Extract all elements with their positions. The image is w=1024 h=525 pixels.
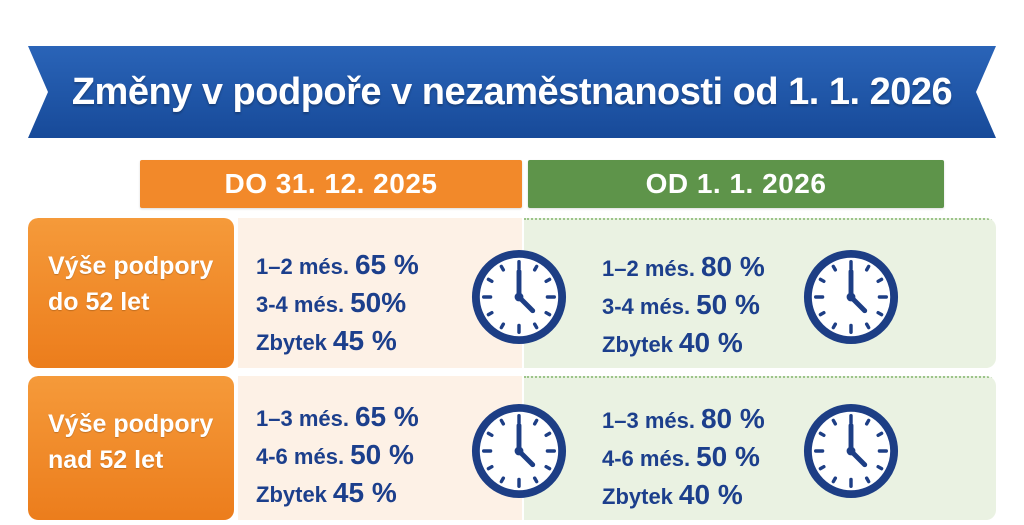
rate-item: 1–3 més. 65 % — [256, 398, 419, 436]
rate-period: 1–3 més. — [602, 408, 695, 433]
page-title: Změny v podpoře v nezaměstnanosti od 1. … — [71, 70, 953, 113]
rate-value: 45 % — [332, 477, 397, 508]
row-label-line: do 52 let — [48, 288, 150, 316]
rate-item: Zbytek 40 % — [602, 324, 765, 362]
rate-period: Zbytek — [256, 330, 327, 355]
rate-value: 50 % — [696, 441, 760, 472]
row-label-line: Výše podpory — [48, 252, 214, 280]
rate-item: 3-4 més. 50 % — [602, 286, 765, 324]
title-banner: Změny v podpoře v nezaměstnanosti od 1. … — [28, 46, 996, 138]
rate-list: 1–2 més. 80 % 3-4 més. 50 % Zbytek 40 % — [602, 248, 765, 362]
rate-list: 1–2 més. 65 % 3-4 més. 50% Zbytek 45 % — [256, 246, 419, 360]
rate-item: 1–3 més. 80 % — [602, 400, 765, 438]
rate-item: 3-4 més. 50% — [256, 284, 419, 322]
row-under-52: Výše podpory do 52 let 1–2 més. 65 % 3-4 … — [28, 218, 996, 368]
rate-value: 40 % — [678, 479, 743, 510]
rate-list: 1–3 més. 65 % 4-6 més. 50 % Zbytek 45 % — [256, 398, 419, 512]
ribbon-shape — [28, 46, 996, 138]
rate-value: 65 % — [354, 249, 419, 280]
rate-period: Zbytek — [602, 484, 673, 509]
column-header-old: DO 31. 12. 2025 — [140, 160, 522, 208]
rate-value: 50% — [350, 287, 407, 318]
rate-period: 4-6 més. — [256, 444, 345, 469]
rate-period: 3-4 més. — [256, 292, 345, 317]
rate-value: 80 % — [700, 251, 765, 282]
rate-period: 4-6 més. — [602, 446, 691, 471]
clock-icon — [803, 403, 899, 499]
rate-item: Zbytek 45 % — [256, 474, 419, 512]
row-label-line: Výše podpory — [48, 410, 214, 438]
rate-period: 1–2 més. — [602, 256, 695, 281]
row-over-52: Výše podpory nad 52 let 1–3 més. 65 % 4-6… — [28, 376, 996, 520]
rate-period: Zbytek — [602, 332, 673, 357]
rate-value: 40 % — [678, 327, 743, 358]
rate-item: 4-6 més. 50 % — [602, 438, 765, 476]
column-header-new: OD 1. 1. 2026 — [528, 160, 944, 208]
row-label-line: nad 52 let — [48, 446, 164, 474]
rate-period: 3-4 més. — [602, 294, 691, 319]
rate-value: 45 % — [332, 325, 397, 356]
rate-period: Zbytek — [256, 482, 327, 507]
row-label: Výše podpory do 52 let — [28, 218, 234, 368]
rate-value: 80 % — [700, 403, 765, 434]
clock-icon — [803, 249, 899, 345]
rate-list: 1–3 més. 80 % 4-6 més. 50 % Zbytek 40 % — [602, 400, 765, 514]
rate-item: 4-6 més. 50 % — [256, 436, 419, 474]
rate-period: 1–3 més. — [256, 406, 349, 431]
rate-item: 1–2 més. 80 % — [602, 248, 765, 286]
rate-value: 65 % — [354, 401, 419, 432]
cell-new-rates: 1–2 més. 80 % 3-4 més. 50 % Zbytek 40 % — [524, 218, 996, 368]
rate-period: 1–2 més. — [256, 254, 349, 279]
rate-value: 50 % — [696, 289, 760, 320]
cell-new-rates: 1–3 més. 80 % 4-6 més. 50 % Zbytek 40 % — [524, 376, 996, 520]
rate-item: 1–2 més. 65 % — [256, 246, 419, 284]
rate-item: Zbytek 40 % — [602, 476, 765, 514]
rate-item: Zbytek 45 % — [256, 322, 419, 360]
clock-icon — [471, 403, 567, 499]
rate-value: 50 % — [350, 439, 414, 470]
row-label: Výše podpory nad 52 let — [28, 376, 234, 520]
clock-icon — [471, 249, 567, 345]
